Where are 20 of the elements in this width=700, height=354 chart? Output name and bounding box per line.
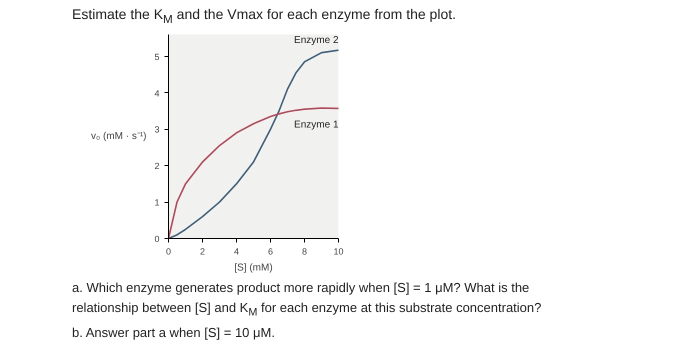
chart-title: Estimate the K$_{M}$ and the Vmax for each enzyme from the plot.	[72, 5, 456, 28]
y-tick-label: 5	[154, 52, 160, 62]
y-tick-label: 4	[154, 88, 160, 98]
x-axis-title: [S] (mM)	[234, 262, 273, 274]
series-label: Enzyme 1	[294, 119, 339, 130]
text: b. Answer part a when [S] = 10 μM.	[72, 324, 275, 340]
y-axis-title: v₀ (mM · s⁻¹)	[91, 131, 146, 142]
y-tick-label: 0	[154, 234, 160, 244]
x-tick-label: 4	[234, 246, 240, 256]
series-label: Enzyme 2	[294, 35, 339, 46]
y-tick-label: 1	[154, 198, 160, 208]
x-tick-label: 10	[333, 246, 344, 256]
x-tick-label: 6	[268, 246, 274, 256]
text: relationship between [S] and K$_{M}$ for each enzyme at this substrate concentration?	[72, 300, 542, 319]
y-tick-label: 3	[154, 124, 160, 135]
y-tick-label: 2	[154, 161, 160, 172]
x-tick-label: 2	[200, 246, 206, 256]
x-tick-label: 0	[166, 246, 172, 256]
text: a. Which enzyme generates product more rapidly when [S] = 1 μM? What is the	[72, 280, 530, 295]
x-tick-label: 8	[302, 246, 308, 256]
